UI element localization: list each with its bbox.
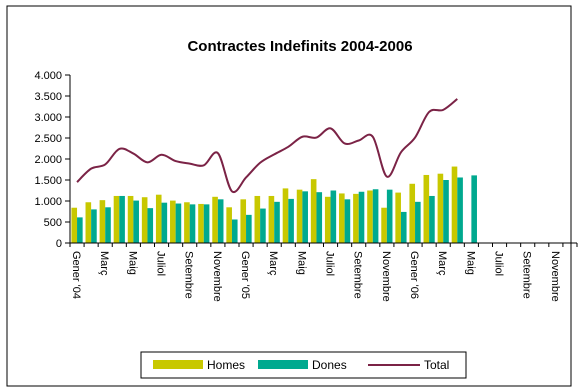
bar-dones	[316, 192, 323, 243]
bar-dones	[133, 200, 139, 243]
x-tick-label: Gener '04	[70, 251, 82, 299]
bar-homes	[451, 166, 458, 243]
bar-dones	[189, 204, 196, 243]
bar-dones	[400, 211, 407, 243]
chart-border	[6, 5, 572, 387]
bar-homes	[381, 207, 387, 243]
x-tick-label: Maig	[295, 251, 307, 275]
y-tick-label: 2.000	[34, 154, 62, 166]
bar-dones	[302, 191, 308, 243]
y-tick-label: 1.000	[34, 196, 62, 208]
bar-dones	[119, 195, 125, 243]
bar-homes	[282, 188, 289, 243]
legend-label-total: Total	[424, 358, 449, 372]
bar-dones	[443, 180, 449, 243]
x-tick-label: Novembre	[549, 251, 561, 302]
x-tick-label: Març	[98, 251, 110, 276]
bar-dones	[203, 204, 210, 243]
bar-dones	[105, 207, 111, 243]
y-tick-label: 1.500	[34, 175, 62, 187]
bar-dones	[471, 175, 477, 243]
bar-dones	[91, 209, 97, 243]
legend-swatch-dones	[258, 360, 308, 369]
bar-dones	[260, 208, 266, 243]
x-tick-label: Març	[267, 251, 279, 276]
x-tick-label: Març	[436, 251, 448, 276]
bar-dones	[415, 201, 421, 243]
x-tick-label: Novembre	[380, 251, 392, 302]
bar-homes	[113, 195, 120, 243]
y-tick-label: 2.500	[34, 133, 62, 145]
x-tick-label: Setembre	[521, 251, 533, 299]
total-line	[76, 98, 458, 194]
bar-homes	[71, 207, 78, 243]
bar-homes	[339, 193, 345, 243]
y-tick-label: 500	[44, 217, 62, 229]
bar-dones	[274, 201, 280, 243]
bar-homes	[85, 202, 92, 243]
bar-dones	[288, 198, 294, 243]
bar-homes	[437, 173, 444, 243]
bar-homes	[240, 199, 247, 243]
bar-dones	[161, 202, 168, 243]
x-tick-label: Gener '05	[239, 251, 251, 299]
bar-homes	[395, 192, 401, 243]
y-axis: 0 500 1.000 1.500 2.000 2.500 3.000 3.500 4.000	[34, 70, 71, 250]
x-tick-label: Novembre	[211, 251, 223, 302]
bar-dones	[372, 189, 379, 243]
bar-dones	[246, 214, 252, 243]
x-tick-label: Setembre	[352, 251, 364, 299]
bar-dones	[386, 189, 393, 243]
x-tick-label: Juliol	[493, 251, 505, 276]
legend: Homes Dones Total	[140, 351, 467, 379]
bar-dones	[344, 199, 351, 243]
total-line-group	[76, 98, 458, 194]
bar-dones	[457, 177, 463, 243]
x-tick-label: Juliol	[324, 251, 336, 276]
bar-dones	[217, 199, 224, 243]
bar-homes	[170, 200, 176, 243]
bar-dones	[358, 191, 365, 243]
bar-dones	[175, 203, 182, 243]
bar-homes	[141, 197, 148, 243]
bar-homes	[155, 194, 162, 243]
bar-homes	[310, 179, 317, 243]
y-tick-label: 0	[56, 238, 62, 250]
y-tick-label: 4.000	[34, 70, 62, 82]
x-tick-label: Maig	[464, 251, 476, 275]
legend-label-homes: Homes	[207, 358, 245, 372]
x-tick-label: Maig	[126, 251, 138, 275]
bar-homes	[198, 203, 204, 243]
bar-dones	[231, 219, 238, 243]
bar-homes	[268, 195, 275, 243]
bar-dones	[330, 190, 337, 243]
x-tick-label: Setembre	[183, 251, 195, 299]
bar-homes	[127, 195, 134, 243]
bar-dones	[429, 195, 435, 243]
bar-homes	[409, 183, 416, 243]
x-tick-label: Juliol	[155, 251, 167, 276]
bar-homes	[324, 196, 331, 243]
bar-dones	[147, 208, 154, 243]
x-tick-label: Gener '06	[408, 251, 420, 299]
bar-homes	[296, 189, 303, 243]
bar-homes	[254, 195, 261, 243]
chart-title: Contractes Indefinits 2004-2006	[187, 38, 412, 55]
bar-homes	[423, 174, 430, 243]
bar-homes	[184, 202, 190, 243]
y-tick-label: 3.000	[34, 112, 62, 124]
y-tick-label: 3.500	[34, 91, 62, 103]
legend-swatch-homes	[153, 360, 203, 369]
bar-homes	[367, 190, 373, 243]
legend-label-dones: Dones	[312, 358, 347, 372]
bar-homes	[353, 193, 359, 243]
bar-dones	[77, 217, 83, 243]
bars	[71, 166, 477, 243]
bar-homes	[226, 207, 232, 243]
bar-homes	[212, 196, 218, 243]
x-axis: Gener '04 Març Maig Juliol Setembre Novembre G…	[69, 242, 578, 302]
bar-homes	[99, 200, 106, 243]
